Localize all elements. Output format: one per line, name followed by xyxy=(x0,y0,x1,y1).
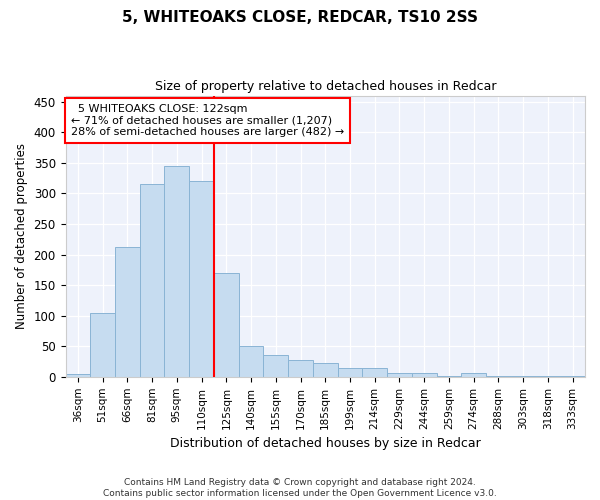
Bar xyxy=(412,372,437,377)
Bar xyxy=(65,374,90,377)
Y-axis label: Number of detached properties: Number of detached properties xyxy=(15,143,28,329)
Bar xyxy=(263,356,288,377)
Bar xyxy=(560,376,585,377)
Bar xyxy=(338,368,362,377)
Bar xyxy=(461,372,486,377)
Bar xyxy=(486,376,511,377)
Bar xyxy=(90,312,115,377)
Bar xyxy=(536,376,560,377)
Bar xyxy=(189,181,214,377)
Bar xyxy=(214,273,239,377)
X-axis label: Distribution of detached houses by size in Redcar: Distribution of detached houses by size … xyxy=(170,437,481,450)
Text: 5 WHITEOAKS CLOSE: 122sqm
← 71% of detached houses are smaller (1,207)
28% of se: 5 WHITEOAKS CLOSE: 122sqm ← 71% of detac… xyxy=(71,104,344,137)
Text: Contains HM Land Registry data © Crown copyright and database right 2024.
Contai: Contains HM Land Registry data © Crown c… xyxy=(103,478,497,498)
Bar xyxy=(164,166,189,377)
Bar xyxy=(511,376,536,377)
Bar xyxy=(288,360,313,377)
Bar xyxy=(115,246,140,377)
Text: 5, WHITEOAKS CLOSE, REDCAR, TS10 2SS: 5, WHITEOAKS CLOSE, REDCAR, TS10 2SS xyxy=(122,10,478,25)
Bar xyxy=(437,376,461,377)
Bar xyxy=(313,364,338,377)
Bar xyxy=(387,372,412,377)
Bar xyxy=(362,368,387,377)
Title: Size of property relative to detached houses in Redcar: Size of property relative to detached ho… xyxy=(155,80,496,93)
Bar xyxy=(140,184,164,377)
Bar xyxy=(239,346,263,377)
